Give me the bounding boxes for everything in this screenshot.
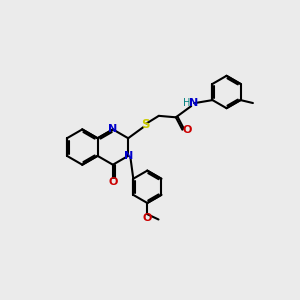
- Text: H: H: [183, 98, 191, 108]
- Text: O: O: [108, 177, 118, 188]
- Text: O: O: [142, 213, 152, 223]
- Text: S: S: [141, 118, 149, 131]
- Text: N: N: [124, 152, 134, 161]
- Text: N: N: [108, 124, 118, 134]
- Text: O: O: [183, 125, 192, 135]
- Text: N: N: [189, 98, 198, 108]
